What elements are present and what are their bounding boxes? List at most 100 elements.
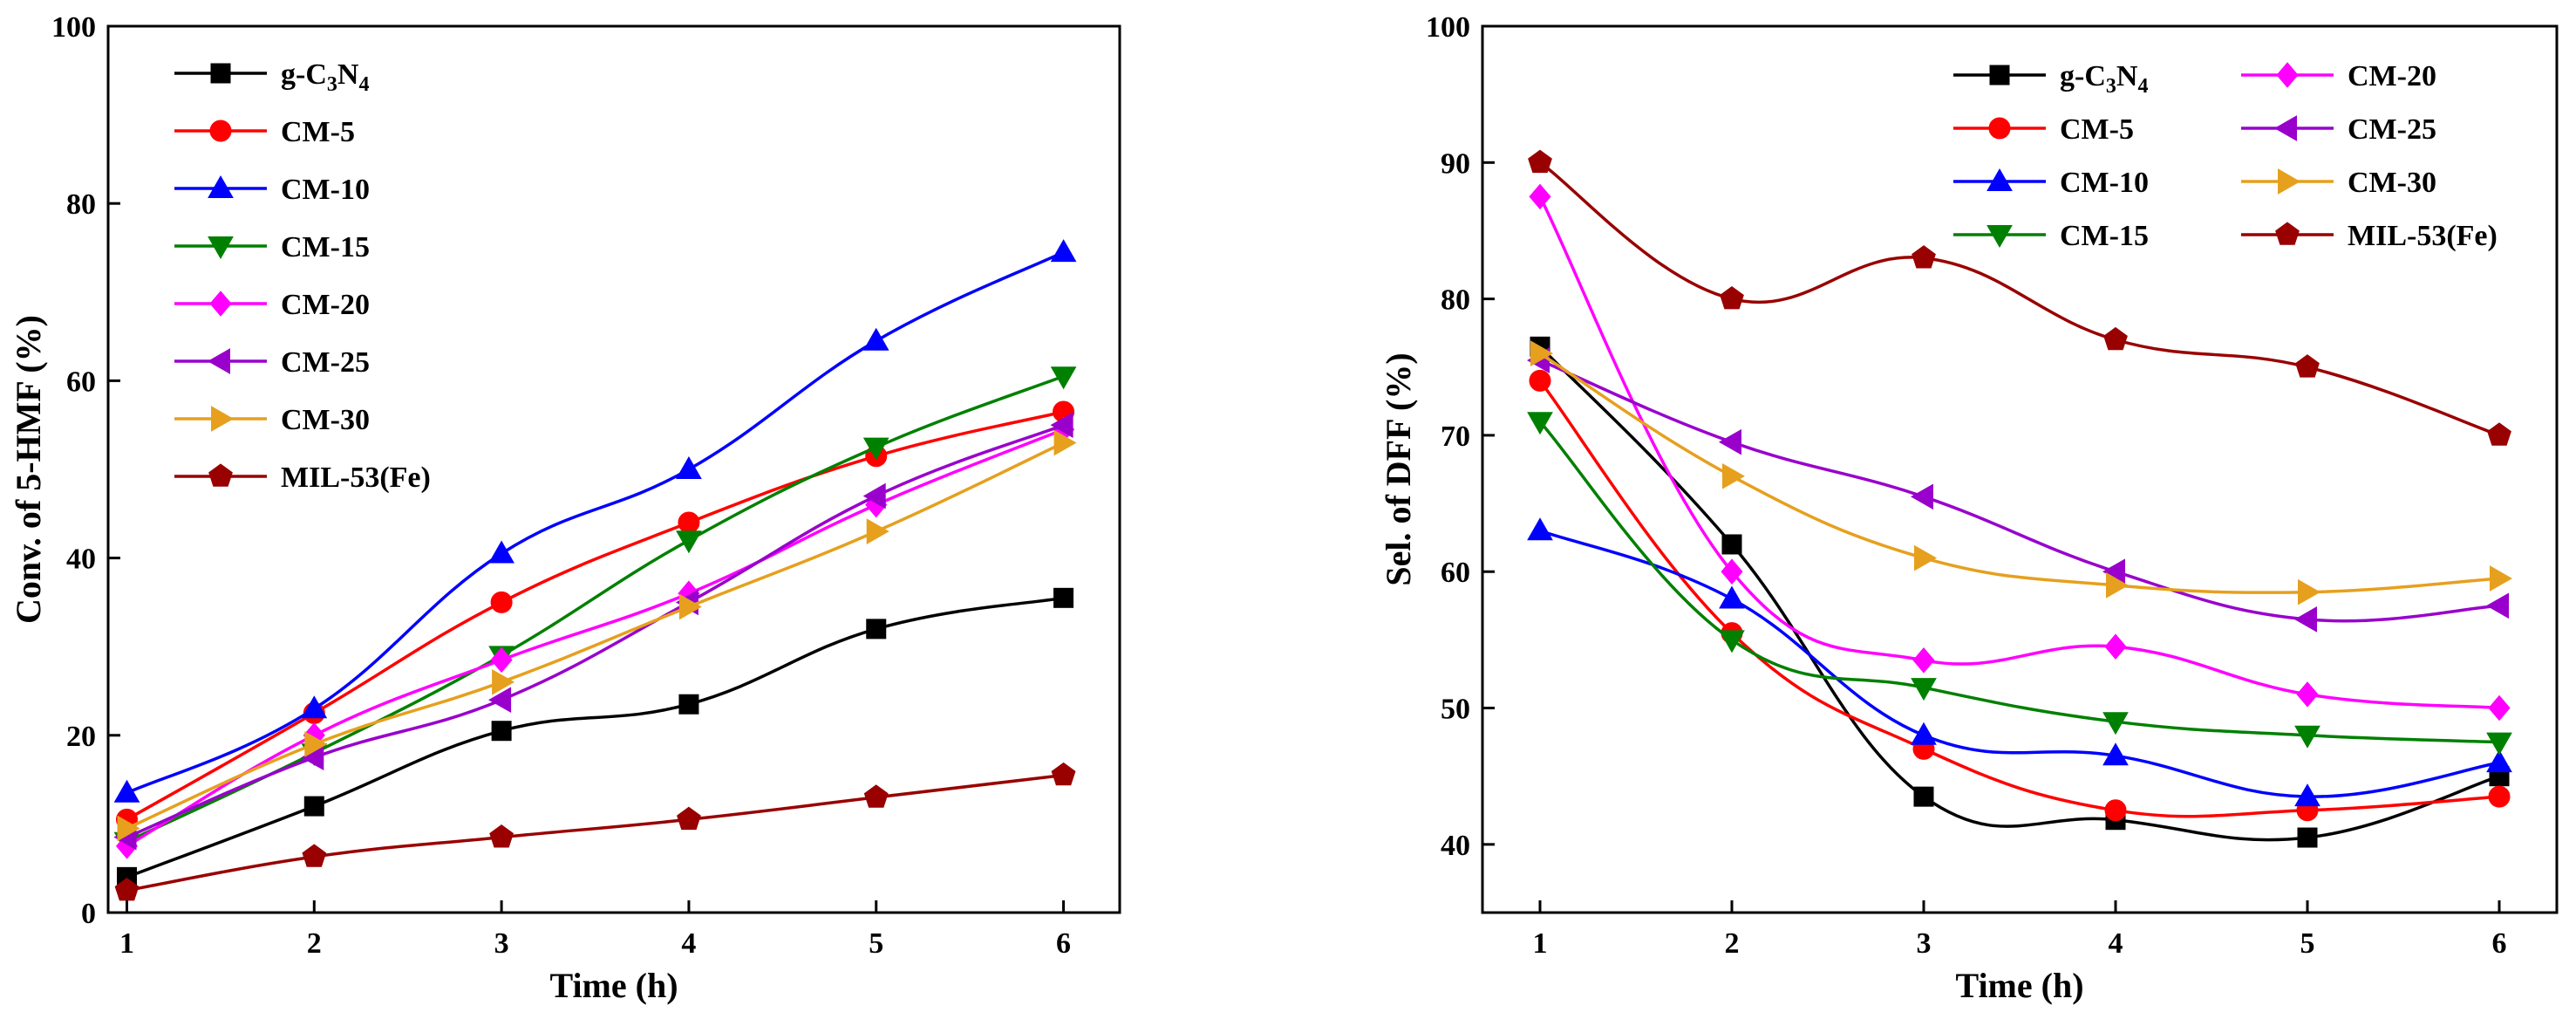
conversion-legend-item-cm-10: CM-10 bbox=[174, 174, 370, 206]
selectivity-point-cm-10 bbox=[1527, 517, 1553, 541]
conversion-point-cm-30 bbox=[304, 731, 328, 757]
conversion-series-mil-53-fe bbox=[114, 762, 1076, 901]
conversion-point-cm-30 bbox=[866, 518, 889, 544]
conversion-point-g-c3n4 bbox=[303, 796, 324, 817]
conversion-legend-marker bbox=[207, 348, 230, 374]
conversion-line-cm-5 bbox=[126, 410, 1064, 821]
selectivity-point-cm-20 bbox=[1721, 558, 1743, 585]
selectivity-legend-label: CM-15 bbox=[2060, 220, 2149, 252]
selectivity-x-axis-title: Time (h) bbox=[1955, 966, 2083, 1005]
selectivity-y-tick-label: 80 bbox=[1441, 284, 1470, 317]
selectivity-legend-item-cm-5: CM-5 bbox=[1953, 113, 2134, 146]
conversion-series-g-c3n4 bbox=[116, 587, 1074, 887]
selectivity-legend-marker bbox=[2275, 222, 2300, 245]
conversion-point-g-c3n4 bbox=[1053, 587, 1074, 608]
conversion-point-g-c3n4 bbox=[491, 721, 512, 742]
selectivity-line-cm-15 bbox=[1538, 421, 2500, 744]
conversion-legend-item-mil-53-fe: MIL-53(Fe) bbox=[174, 462, 431, 494]
selectivity-point-cm-10 bbox=[1911, 722, 1937, 745]
conversion-point-mil-53-fe bbox=[863, 784, 889, 808]
selectivity-point-cm-10 bbox=[1719, 585, 1745, 609]
selectivity-line-cm-30 bbox=[1539, 352, 2500, 594]
conversion-point-cm-5 bbox=[678, 511, 700, 534]
conversion-legend-label: CM-30 bbox=[281, 404, 370, 436]
conversion-plot-frame bbox=[106, 24, 1121, 914]
selectivity-legend-label: CM-20 bbox=[2348, 60, 2436, 92]
conversion-point-cm-10 bbox=[113, 779, 140, 803]
conversion-point-cm-5 bbox=[490, 591, 513, 613]
selectivity-series-cm-20 bbox=[1529, 183, 2511, 722]
selectivity-point-mil-53-fe bbox=[1720, 285, 1744, 310]
conversion-legend-label: CM-5 bbox=[281, 116, 355, 148]
conversion-legend-label: CM-15 bbox=[281, 231, 370, 263]
conversion-point-cm-10 bbox=[676, 455, 702, 479]
conversion-point-cm-20 bbox=[490, 646, 513, 674]
conversion-x-axis-title: Time (h) bbox=[549, 966, 678, 1005]
selectivity-series-cm-10 bbox=[1527, 517, 2512, 807]
selectivity-point-cm-10 bbox=[2102, 742, 2129, 766]
selectivity-point-cm-5 bbox=[2104, 799, 2127, 822]
selectivity-point-g-c3n4 bbox=[1913, 786, 1934, 807]
selectivity-y-tick-label: 70 bbox=[1441, 421, 1470, 453]
selectivity-y-axis-title: Sel. of DFF (%) bbox=[1379, 352, 1418, 585]
selectivity-legend-item-cm-30: CM-30 bbox=[2241, 167, 2436, 199]
selectivity-legend-item-cm-10: CM-10 bbox=[1953, 167, 2149, 199]
conversion-point-cm-30 bbox=[678, 593, 702, 620]
conversion-legend-item-g-c3n4: g-C3N4 bbox=[174, 58, 369, 96]
conversion-point-g-c3n4 bbox=[866, 619, 887, 640]
selectivity-y-tick-label: 40 bbox=[1441, 830, 1470, 862]
selectivity-point-cm-5 bbox=[1529, 369, 1551, 392]
conversion-line-cm-15 bbox=[126, 374, 1065, 844]
conversion-legend-marker bbox=[209, 120, 232, 142]
selectivity-line-mil-53-fe bbox=[1538, 161, 2500, 437]
conversion-point-g-c3n4 bbox=[678, 694, 699, 715]
selectivity-legend-marker bbox=[1989, 65, 2010, 86]
selectivity-point-cm-10 bbox=[2486, 749, 2512, 773]
selectivity-point-cm-30 bbox=[1722, 462, 1746, 489]
conversion-point-cm-15 bbox=[1050, 366, 1077, 390]
selectivity-point-cm-10 bbox=[2294, 783, 2320, 807]
selectivity-x-tick-label: 5 bbox=[2300, 927, 2315, 960]
selectivity-series-mil-53-fe bbox=[1528, 149, 2511, 446]
conversion-y-tick-label: 20 bbox=[66, 721, 96, 753]
conversion-legend-label: g-C3N4 bbox=[281, 58, 369, 96]
selectivity-legend: g-C3N4CM-5CM-10CM-15CM-20CM-25CM-30MIL-5… bbox=[1953, 60, 2498, 252]
conversion-point-cm-25 bbox=[862, 482, 886, 510]
conversion-point-cm-10 bbox=[488, 540, 515, 564]
conversion-point-mil-53-fe bbox=[1051, 762, 1076, 786]
selectivity-legend-label: CM-25 bbox=[2348, 113, 2436, 146]
selectivity-series-layer bbox=[1526, 149, 2513, 848]
selectivity-legend-marker bbox=[2278, 168, 2301, 195]
selectivity-legend-item-mil-53-fe: MIL-53(Fe) bbox=[2241, 220, 2498, 252]
selectivity-point-cm-25 bbox=[2293, 606, 2317, 633]
conversion-y-tick-label: 80 bbox=[66, 188, 96, 221]
selectivity-point-mil-53-fe bbox=[2295, 354, 2320, 378]
selectivity-point-cm-15 bbox=[1719, 630, 1745, 653]
conversion-legend-marker bbox=[210, 63, 231, 84]
conversion-legend-label: CM-10 bbox=[281, 174, 370, 206]
selectivity-x-tick-label: 2 bbox=[1725, 927, 1740, 960]
conversion-point-mil-53-fe bbox=[489, 824, 514, 848]
selectivity-point-g-c3n4 bbox=[2297, 827, 2318, 848]
conversion-legend-marker bbox=[209, 291, 232, 317]
conversion-point-cm-30 bbox=[117, 815, 140, 842]
conversion-legend-label-part: g-C bbox=[281, 58, 327, 91]
selectivity-legend-label: CM-10 bbox=[2060, 167, 2149, 199]
selectivity-x-tick-label: 3 bbox=[1917, 927, 1932, 960]
conversion-legend-marker bbox=[211, 406, 235, 432]
conversion-legend-label: CM-20 bbox=[281, 289, 370, 321]
conversion-legend-marker bbox=[208, 463, 233, 487]
selectivity-y-tick-label: 60 bbox=[1441, 557, 1470, 589]
conversion-legend-label-part: N bbox=[337, 58, 359, 91]
selectivity-point-cm-30 bbox=[2490, 565, 2513, 592]
conversion-y-tick-label: 40 bbox=[66, 544, 96, 576]
selectivity-legend-marker bbox=[1988, 117, 2011, 140]
selectivity-x-tick-label: 6 bbox=[2492, 927, 2507, 960]
selectivity-legend-label-part: g-C bbox=[2060, 60, 2106, 92]
selectivity-legend-label-part: N bbox=[2116, 60, 2138, 92]
conversion-point-cm-25 bbox=[1050, 412, 1073, 439]
selectivity-point-cm-30 bbox=[2106, 572, 2130, 598]
selectivity-point-cm-20 bbox=[2296, 681, 2319, 708]
